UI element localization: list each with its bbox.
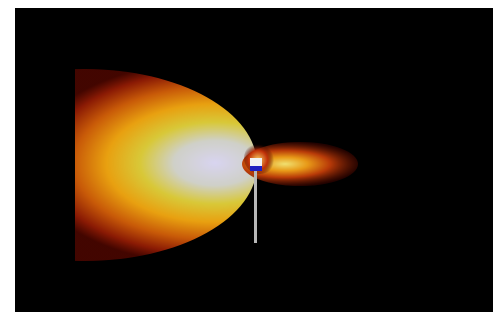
antenna-element [250,158,262,166]
page: {} html, body { margin: 0; padding: 0; b… [0,0,503,314]
antenna-base [250,166,262,171]
render-view [0,0,503,314]
page-body: (() => { const data = JSON.parse(documen… [0,0,503,314]
